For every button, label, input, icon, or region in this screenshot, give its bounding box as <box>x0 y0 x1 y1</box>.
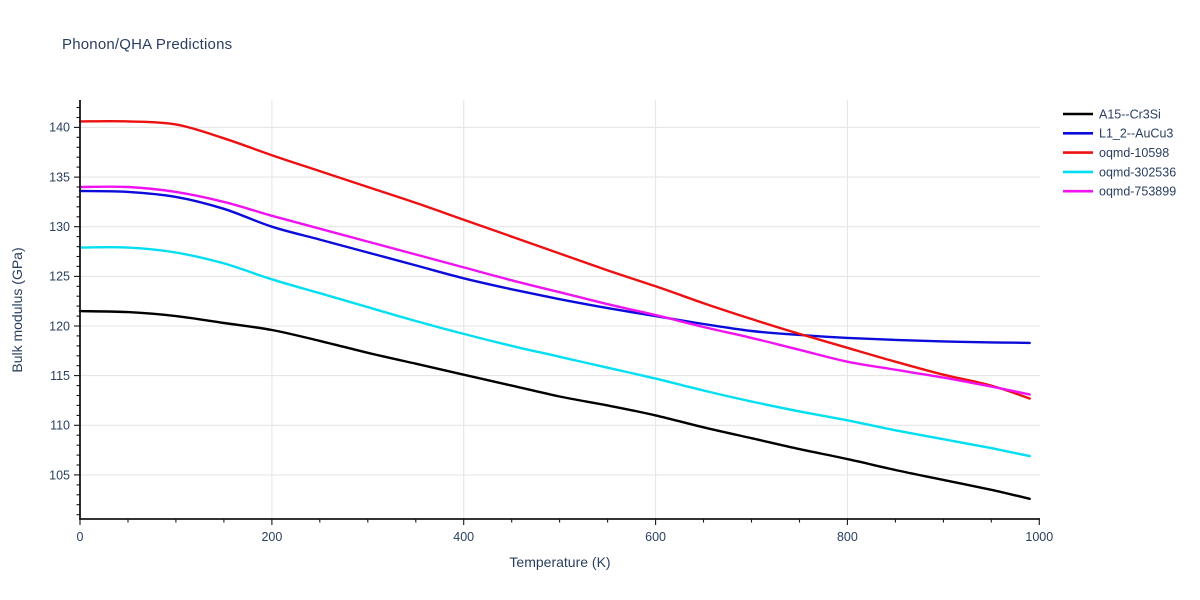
series-line-oqmd-302536 <box>78 246 1031 458</box>
legend: A15--Cr3Si L1_2--AuCu3 oqmd-10598 oqmd-3025… <box>1063 107 1176 199</box>
x-tick-label: 200 <box>261 530 282 544</box>
legend-item-l1-2-aucu3[interactable]: L1_2--AuCu3 <box>1063 127 1173 141</box>
tick-labels: 105 110 115 120 125 130 135 140 0 200 400 600 800 100… <box>49 121 1053 544</box>
x-tick-label: 0 <box>77 530 84 544</box>
y-tick-label: 110 <box>50 419 70 433</box>
y-tick-label: 115 <box>50 369 70 383</box>
y-tick-label: 130 <box>49 220 70 234</box>
ticks <box>74 106 1040 525</box>
series-line-l1-2-aucu3 <box>78 189 1031 345</box>
legend-label: oqmd-753899 <box>1099 185 1176 199</box>
series-line-oqmd-10598 <box>78 119 1031 400</box>
y-tick-label: 135 <box>49 170 70 184</box>
x-axis-title: Temperature (K) <box>509 554 610 570</box>
y-tick-label: 125 <box>49 270 70 284</box>
legend-item-oqmd-10598[interactable]: oqmd-10598 <box>1063 146 1169 160</box>
x-tick-label: 800 <box>837 530 858 544</box>
series-curves <box>78 119 1031 500</box>
y-tick-label: 120 <box>49 319 70 333</box>
legend-item-oqmd-753899[interactable]: oqmd-753899 <box>1063 185 1176 199</box>
y-axis-title: Bulk modulus (GPa) <box>9 247 25 372</box>
series-line-a15-cr3si <box>78 309 1031 500</box>
x-tick-label: 400 <box>453 530 474 544</box>
legend-item-oqmd-302536[interactable]: oqmd-302536 <box>1063 165 1176 179</box>
legend-label: oqmd-10598 <box>1099 146 1169 160</box>
legend-label: L1_2--AuCu3 <box>1099 127 1173 141</box>
x-tick-label: 600 <box>645 530 666 544</box>
x-tick-label: 1000 <box>1025 530 1053 544</box>
gridlines <box>80 100 1040 519</box>
legend-item-a15-cr3si[interactable]: A15--Cr3Si <box>1063 107 1161 121</box>
y-tick-label: 140 <box>49 121 70 135</box>
series-line-oqmd-753899 <box>78 185 1031 396</box>
legend-label: oqmd-302536 <box>1099 165 1176 179</box>
page-title: Phonon/QHA Predictions <box>62 36 233 53</box>
axes <box>79 100 1040 520</box>
legend-label: A15--Cr3Si <box>1099 107 1161 121</box>
y-tick-label: 105 <box>49 468 70 482</box>
